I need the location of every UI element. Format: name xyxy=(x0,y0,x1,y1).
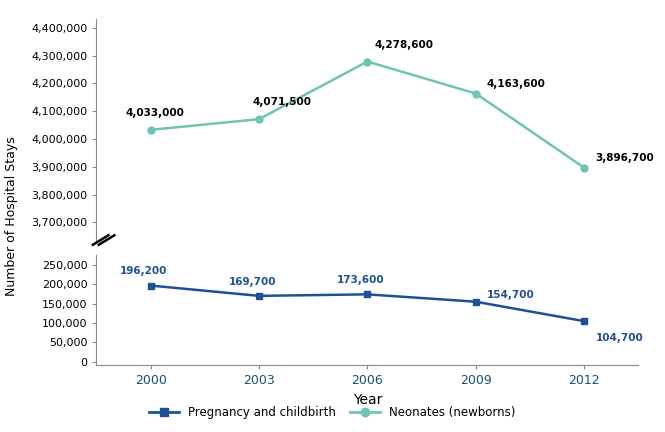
Text: 196,200: 196,200 xyxy=(120,267,168,276)
Text: 154,700: 154,700 xyxy=(487,289,535,299)
Text: 4,278,600: 4,278,600 xyxy=(374,40,434,50)
Legend: Pregnancy and childbirth, Neonates (newborns): Pregnancy and childbirth, Neonates (newb… xyxy=(144,401,521,424)
Text: 169,700: 169,700 xyxy=(229,277,276,287)
Text: 104,700: 104,700 xyxy=(595,333,643,343)
Text: 4,071,500: 4,071,500 xyxy=(252,97,311,107)
Text: 4,033,000: 4,033,000 xyxy=(126,108,184,118)
Text: 4,163,600: 4,163,600 xyxy=(487,79,546,89)
Text: 3,896,700: 3,896,700 xyxy=(595,153,654,163)
X-axis label: Year: Year xyxy=(352,393,382,407)
Text: 173,600: 173,600 xyxy=(337,275,384,285)
Text: Number of Hospital Stays: Number of Hospital Stays xyxy=(5,136,19,296)
